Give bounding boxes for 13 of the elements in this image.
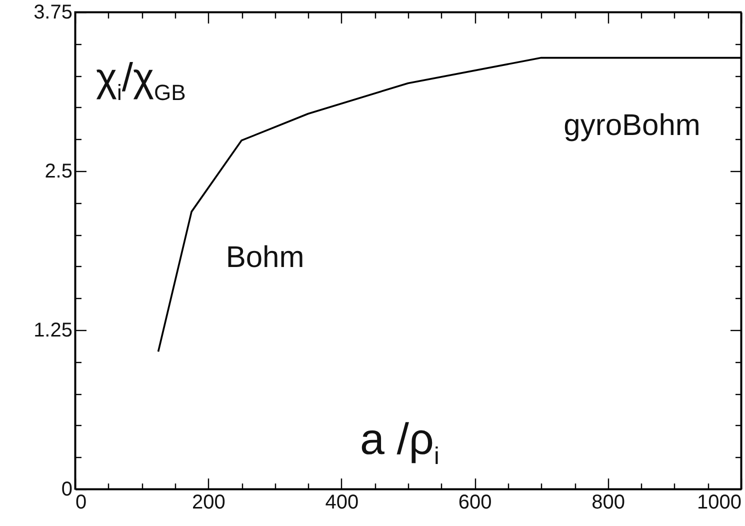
- annotation: gyroBohm: [564, 109, 700, 142]
- y-tick-label: 2.5: [44, 160, 72, 182]
- y-tick-label: 1.25: [34, 320, 72, 342]
- x-tick-label: 0: [76, 492, 87, 514]
- x-tick-label: 600: [458, 492, 492, 514]
- x-tick-label: 200: [192, 492, 226, 514]
- y-axis-title: χ$_{i}$/χ$_{GB}$: [96, 56, 186, 105]
- x-axis-title: a /ρ$_{i}$: [360, 415, 440, 470]
- annotation: Bohm: [226, 241, 304, 274]
- x-tick-label: 1000: [697, 492, 742, 514]
- x-tick-label: 400: [325, 492, 359, 514]
- y-tick-label: 3.75: [34, 2, 72, 24]
- x-tick-label: 800: [592, 492, 625, 514]
